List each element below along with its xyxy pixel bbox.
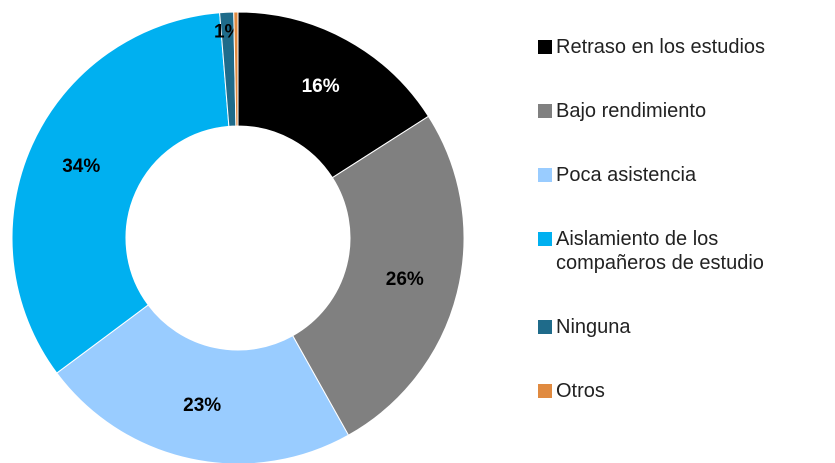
legend-label: Bajo rendimiento [556, 100, 707, 122]
slice [233, 11, 239, 127]
legend-item: Retraso en los estudios [538, 35, 821, 59]
legend-item: Ninguna [538, 315, 821, 339]
legend-swatch [538, 320, 552, 334]
legend-swatch [538, 104, 552, 118]
legend: Retraso en los estudios Bajo rendimiento P… [538, 35, 821, 403]
legend-label: Retraso en los estudios [556, 36, 766, 58]
data-label: 26% [386, 269, 424, 290]
legend-label: Ninguna [556, 316, 631, 338]
legend-label: Otros [556, 380, 605, 402]
legend-item: Aislamiento de los compañeros de estudio [538, 227, 821, 275]
legend-label: Aislamiento de los compañeros de estudio [556, 228, 764, 274]
legend-label: Poca asistencia [556, 164, 697, 186]
legend-item: Otros [538, 379, 821, 403]
data-label: 23% [183, 395, 221, 416]
legend-swatch [538, 384, 552, 398]
data-label: 34% [62, 156, 100, 177]
legend-item: Poca asistencia [538, 163, 821, 187]
slice [237, 11, 430, 179]
slice [11, 12, 230, 374]
donut: 16%26%23%34%1% [11, 11, 465, 463]
legend-swatch [538, 168, 552, 182]
slice [292, 115, 465, 436]
legend-swatch [538, 232, 552, 246]
data-label: 16% [302, 76, 340, 97]
legend-swatch [538, 40, 552, 54]
legend-item: Bajo rendimiento [538, 99, 821, 123]
